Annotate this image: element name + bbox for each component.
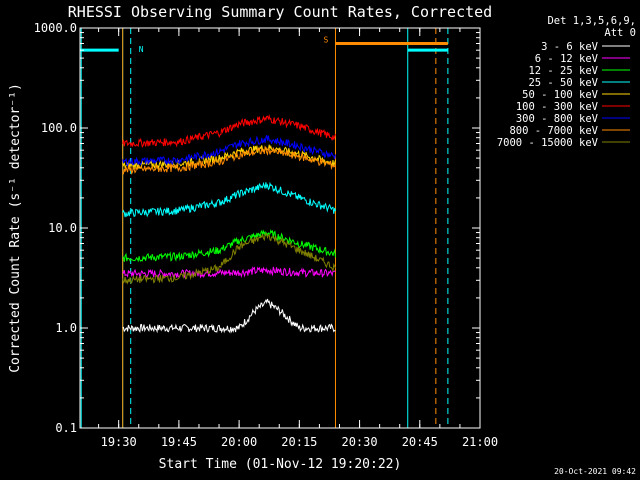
legend-label: 300 - 800 keV: [516, 113, 599, 125]
series-line: [122, 266, 336, 279]
y-axis-label: Corrected Count Rate (s⁻¹ detector⁻¹): [8, 83, 23, 373]
legend-label: 50 - 100 keV: [522, 89, 599, 101]
x-tick-label: 21:00: [462, 435, 498, 449]
series-line: [122, 144, 336, 170]
y-tick-label: 1.0: [55, 321, 77, 335]
y-tick-label: 100.0: [41, 121, 77, 135]
legend-label: 7000 - 15000 keV: [497, 137, 599, 149]
x-tick-label: 19:45: [161, 435, 197, 449]
legend-label: 12 - 25 keV: [528, 65, 598, 77]
legend-label: 3 - 6 keV: [541, 41, 599, 53]
footer-timestamp: 20-Oct-2021 09:42: [554, 467, 636, 476]
y-tick-label: 1000.0: [34, 21, 77, 35]
chart-title: RHESSI Observing Summary Count Rates, Co…: [68, 3, 492, 21]
y-tick-label: 0.1: [55, 421, 77, 435]
x-tick-label: 19:30: [101, 435, 137, 449]
legend-label: 800 - 7000 keV: [509, 125, 598, 137]
series-line: [122, 232, 336, 285]
plot-area: NS: [80, 28, 449, 428]
x-tick-label: 20:45: [402, 435, 438, 449]
legend-header: Det 1,3,5,6,9,: [547, 15, 636, 27]
x-tick-label: 20:15: [281, 435, 317, 449]
y-tick-label: 10.0: [48, 221, 77, 235]
legend-label: 6 - 12 keV: [535, 53, 599, 65]
annotation-n: N: [139, 45, 144, 54]
series-line: [122, 135, 336, 167]
series-line: [122, 145, 336, 175]
x-tick-label: 20:00: [221, 435, 257, 449]
x-axis: 19:30 19:45 20:00 20:15 20:30 20:45 21:00: [98, 28, 498, 449]
series-line: [122, 228, 336, 263]
x-tick-label: 20:30: [341, 435, 377, 449]
legend-label: 25 - 50 keV: [528, 77, 598, 89]
legend-label: 100 - 300 keV: [516, 101, 599, 113]
x-axis-label: Start Time (01-Nov-12 19:20:22): [159, 457, 402, 472]
annotation-s: S: [323, 35, 328, 44]
legend-header: Att 0: [604, 27, 636, 39]
series-line: [122, 113, 336, 148]
series-line: [122, 181, 336, 218]
series-line: [122, 298, 336, 334]
y-axis: 0.1 1.0 10.0 100.0 1000.0: [34, 21, 480, 435]
